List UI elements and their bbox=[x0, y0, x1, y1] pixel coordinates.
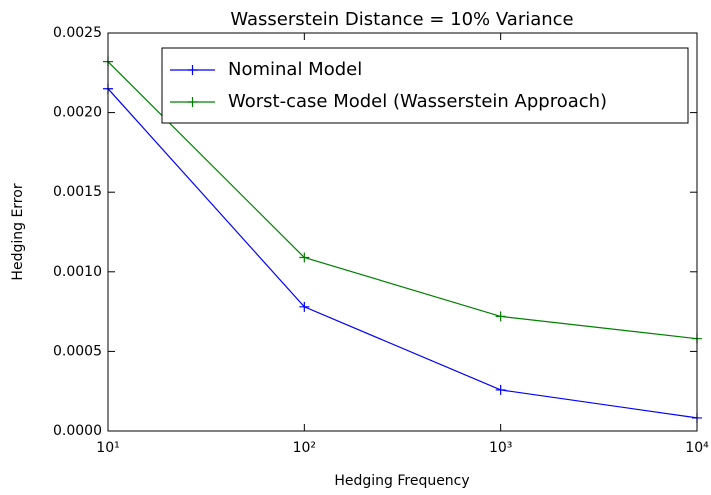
point-marker bbox=[495, 384, 506, 395]
point-marker bbox=[299, 301, 310, 312]
y-tick-label: 0.0025 bbox=[53, 25, 102, 41]
y-tick-label: 0.0010 bbox=[53, 264, 102, 280]
point-marker bbox=[495, 311, 506, 322]
y-tick-label: 0.0000 bbox=[53, 423, 102, 439]
x-axis-label: Hedging Frequency bbox=[334, 473, 469, 489]
x-tick-label: 10³ bbox=[489, 440, 512, 456]
series-line bbox=[107, 61, 698, 340]
y-axis-label: Hedging Error bbox=[10, 183, 26, 280]
chart-title: Wasserstein Distance = 10% Variance bbox=[230, 9, 573, 30]
x-tick-label: 10¹ bbox=[96, 440, 119, 456]
legend-marker bbox=[187, 65, 198, 75]
series-line bbox=[107, 88, 698, 419]
plot-frame bbox=[107, 32, 698, 432]
legend-label: Worst-case Model (Wasserstein Approach) bbox=[228, 91, 607, 112]
point-marker bbox=[299, 252, 310, 263]
legend-label: Nominal Model bbox=[228, 59, 362, 80]
legend-marker bbox=[187, 97, 198, 107]
legend-box bbox=[161, 47, 689, 124]
y-tick-label: 0.0005 bbox=[53, 343, 102, 359]
x-tick-label: 10⁴ bbox=[685, 440, 709, 456]
x-tick-label: 10² bbox=[293, 440, 316, 456]
y-tick-label: 0.0015 bbox=[53, 184, 102, 200]
y-tick-label: 0.0020 bbox=[53, 105, 102, 121]
